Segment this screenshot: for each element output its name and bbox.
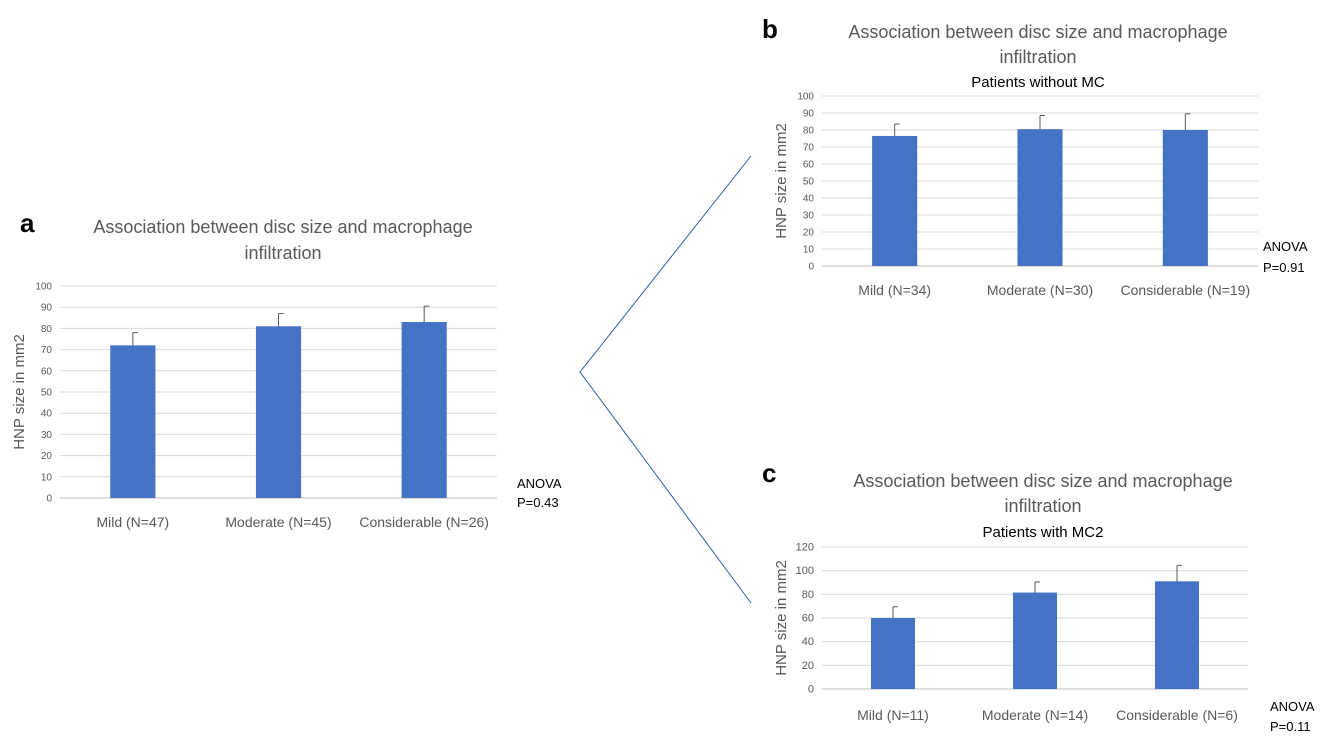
y-tick-label: 10 xyxy=(41,472,53,483)
anova-label: ANOVA xyxy=(1270,699,1315,714)
y-tick-label: 60 xyxy=(803,160,815,171)
y-tick-label: 50 xyxy=(41,388,53,399)
y-tick-label: 60 xyxy=(41,366,53,377)
x-category-label: Mild (N=11) xyxy=(857,707,929,723)
bar xyxy=(110,345,156,498)
p-value-label: P=0.91 xyxy=(1263,260,1305,275)
y-tick-label: 80 xyxy=(41,324,53,335)
y-tick-label: 30 xyxy=(803,211,815,222)
y-axis-label: HNP size in mm2 xyxy=(773,123,790,239)
y-tick-label: 40 xyxy=(803,194,815,205)
p-value-label: P=0.11 xyxy=(1270,719,1311,734)
p-value-label: P=0.43 xyxy=(517,495,559,510)
y-tick-label: 100 xyxy=(35,282,52,293)
y-tick-label: 120 xyxy=(796,542,814,554)
bar xyxy=(1162,130,1208,266)
panel-letter: b xyxy=(762,14,778,44)
panel-letter: c xyxy=(762,458,776,488)
x-category-label: Considerable (N=26) xyxy=(359,514,489,530)
y-tick-label: 90 xyxy=(803,109,815,120)
y-tick-label: 80 xyxy=(802,589,814,601)
chart-title-line: Association between disc size and macrop… xyxy=(853,471,1232,491)
y-tick-label: 10 xyxy=(803,245,815,256)
chart-subtitle: Patients without MC xyxy=(971,74,1105,91)
y-axis-label: HNP size in mm2 xyxy=(773,560,790,676)
chart-title-line: Association between disc size and macrop… xyxy=(848,22,1227,42)
chart-title-line: Association between disc size and macrop… xyxy=(93,217,472,237)
y-tick-label: 100 xyxy=(796,565,814,577)
bar xyxy=(1012,592,1058,689)
chart-panel-a: a Association between disc size and macro… xyxy=(11,208,562,530)
bar xyxy=(1017,129,1063,266)
anova-label: ANOVA xyxy=(1263,239,1308,254)
y-tick-label: 70 xyxy=(803,143,815,154)
chart-title-line: infiltration xyxy=(1004,496,1081,516)
bar xyxy=(872,135,918,266)
y-tick-label: 90 xyxy=(41,303,53,314)
bar xyxy=(255,326,302,498)
chart-panel-c: c Association between disc size and macro… xyxy=(762,458,1315,734)
bar xyxy=(1154,581,1200,689)
y-tick-label: 20 xyxy=(41,451,53,462)
y-tick-label: 20 xyxy=(802,660,814,672)
y-tick-label: 0 xyxy=(46,494,52,505)
chart-panel-b: b Association between disc size and macro… xyxy=(762,14,1308,298)
y-axis-label: HNP size in mm2 xyxy=(11,334,28,450)
y-tick-label: 0 xyxy=(808,684,814,696)
x-category-label: Moderate (N=14) xyxy=(982,707,1088,723)
chart-subtitle: Patients with MC2 xyxy=(983,524,1104,541)
panel-letter: a xyxy=(20,208,35,238)
y-tick-label: 20 xyxy=(803,228,815,239)
anova-label: ANOVA xyxy=(517,476,562,491)
x-category-label: Mild (N=34) xyxy=(858,282,931,298)
x-category-label: Moderate (N=45) xyxy=(225,514,331,530)
y-tick-label: 30 xyxy=(41,430,53,441)
y-tick-label: 50 xyxy=(803,177,815,188)
y-tick-label: 70 xyxy=(41,345,53,356)
bar xyxy=(870,618,916,689)
chart-title-line: infiltration xyxy=(999,47,1076,67)
y-tick-label: 40 xyxy=(41,409,53,420)
y-tick-label: 100 xyxy=(797,92,814,103)
y-tick-label: 80 xyxy=(803,126,815,137)
y-tick-label: 60 xyxy=(802,613,814,625)
panel-connector-lines xyxy=(579,155,752,604)
x-category-label: Moderate (N=30) xyxy=(987,282,1093,298)
x-category-label: Considerable (N=6) xyxy=(1116,707,1238,723)
chart-title-line: infiltration xyxy=(244,243,321,263)
y-tick-label: 40 xyxy=(802,636,814,648)
y-tick-label: 0 xyxy=(808,262,814,273)
x-category-label: Considerable (N=19) xyxy=(1121,282,1251,298)
bar xyxy=(401,322,447,498)
x-category-label: Mild (N=47) xyxy=(96,514,169,530)
